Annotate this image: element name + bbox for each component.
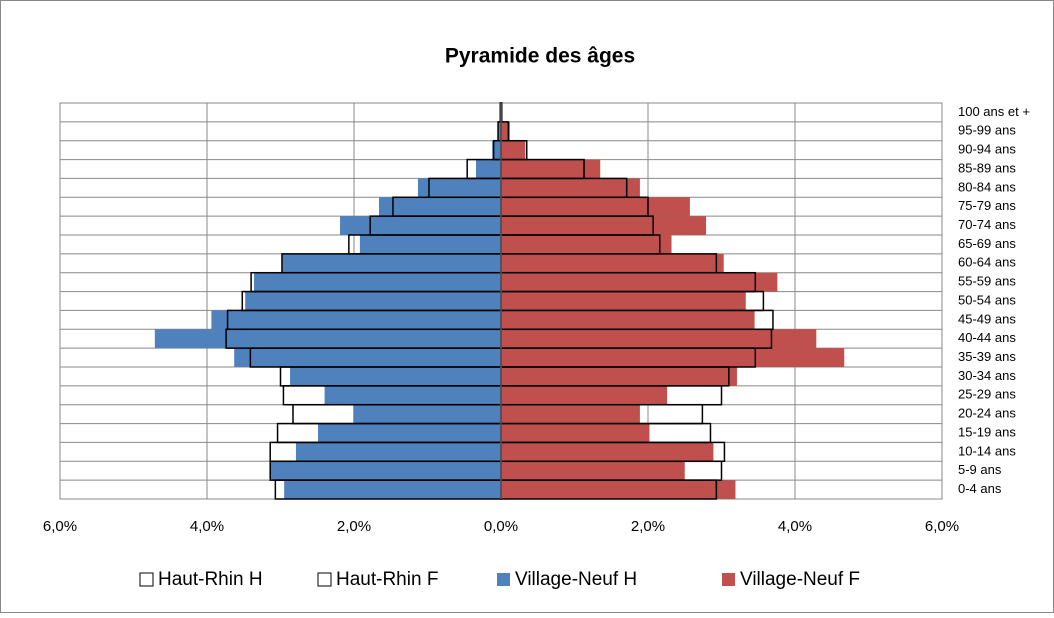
y-tick-label: 40-44 ans: [958, 330, 1016, 345]
x-tick-label: 0,0%: [484, 518, 518, 535]
bar: [501, 140, 526, 160]
bar: [290, 367, 501, 386]
bar: [245, 291, 501, 311]
y-tick-label: 15-19 ans: [958, 424, 1016, 439]
bar: [501, 423, 650, 443]
legend-label: Village-Neuf H: [515, 569, 637, 590]
y-tick-label: 0-4 ans: [958, 481, 1002, 496]
bar: [501, 348, 845, 367]
bar: [234, 348, 501, 367]
y-tick-label: 70-74 ans: [958, 217, 1016, 232]
x-tick-label: 6,0%: [925, 518, 959, 535]
bar: [501, 121, 510, 141]
y-tick-label: 35-39 ans: [958, 349, 1016, 364]
bar: [378, 197, 501, 217]
y-tick-label: 20-24 ans: [958, 406, 1016, 421]
y-tick-label: 75-79 ans: [958, 198, 1016, 213]
bar: [284, 480, 501, 499]
y-tick-label: 45-49 ans: [958, 311, 1016, 326]
bar: [211, 310, 501, 330]
x-tick-label: 6,0%: [43, 518, 77, 535]
bar: [353, 404, 501, 424]
bar: [501, 367, 737, 386]
y-tick-label: 80-84 ans: [958, 179, 1016, 194]
bar: [501, 291, 746, 311]
bar: [417, 178, 501, 198]
y-tick-label: 95-99 ans: [958, 123, 1016, 138]
bar: [501, 216, 707, 235]
bar: [501, 253, 724, 273]
chart-title: Pyramide des âges: [445, 45, 635, 68]
bar: [492, 140, 501, 160]
bar: [295, 442, 501, 462]
legend-swatch: [497, 573, 510, 586]
y-tick-label: 50-54 ans: [958, 292, 1016, 307]
bar: [501, 272, 778, 292]
x-tick-label: 2,0%: [631, 518, 665, 535]
y-tick-label: 55-59 ans: [958, 274, 1016, 289]
y-tick-label: 25-29 ans: [958, 387, 1016, 402]
legend-label: Village-Neuf F: [740, 569, 860, 590]
bar: [501, 329, 817, 349]
bar: [501, 480, 736, 499]
x-tick-label: 2,0%: [337, 518, 371, 535]
bar: [501, 404, 640, 424]
bar: [317, 423, 501, 443]
y-tick-label: 5-9 ans: [958, 462, 1002, 477]
legend-swatch: [317, 572, 332, 587]
bar: [269, 461, 501, 481]
legend-swatch: [139, 572, 154, 587]
y-tick-label: 65-69 ans: [958, 236, 1016, 251]
bar: [340, 216, 501, 235]
y-tick-label: 60-64 ans: [958, 255, 1016, 270]
bar: [254, 272, 501, 292]
legend-label: Haut-Rhin F: [336, 569, 438, 590]
bar: [501, 310, 755, 330]
bar: [498, 121, 501, 141]
bar: [154, 329, 501, 349]
y-tick-label: 30-34 ans: [958, 368, 1016, 383]
bar: [501, 197, 690, 217]
x-tick-label: 4,0%: [778, 518, 812, 535]
y-tick-label: 100 ans et +: [958, 104, 1030, 119]
bar: [501, 385, 668, 405]
bar: [476, 159, 501, 179]
y-tick-label: 10-14 ans: [958, 443, 1016, 458]
bar: [324, 385, 501, 405]
legend-swatch: [722, 573, 735, 586]
legend-label: Haut-Rhin H: [158, 569, 263, 590]
bar: [501, 442, 714, 462]
bar: [501, 178, 640, 198]
bar: [281, 253, 501, 273]
y-tick-label: 90-94 ans: [958, 142, 1016, 157]
y-tick-label: 85-89 ans: [958, 160, 1016, 175]
bar: [501, 235, 672, 254]
bar: [501, 159, 601, 179]
x-tick-label: 4,0%: [190, 518, 224, 535]
bar: [359, 235, 501, 254]
bar: [501, 461, 685, 481]
